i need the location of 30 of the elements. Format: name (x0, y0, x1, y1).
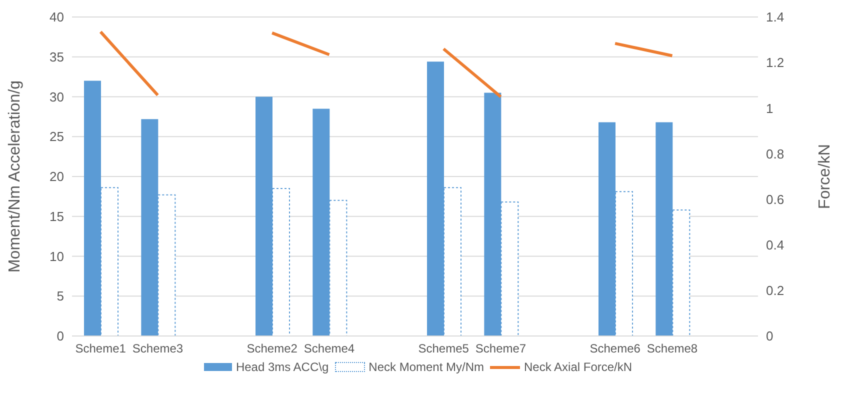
y-tick-label: 25 (50, 129, 64, 144)
x-tick-label: Scheme4 (304, 342, 355, 356)
y2-tick-label: 0.4 (766, 237, 784, 252)
y2-axis-title: Force/kN (816, 144, 834, 209)
y-tick-label: 30 (50, 89, 64, 104)
legend-label: Head 3ms ACC\g (236, 360, 329, 374)
y-tick-label: 20 (50, 169, 64, 184)
y-tick-label: 40 (50, 10, 64, 25)
x-tick-label: Scheme7 (475, 342, 526, 356)
y2-tick-label: 0.8 (766, 146, 784, 162)
y-tick-label: 15 (50, 208, 64, 224)
x-tick-label: Scheme5 (418, 342, 470, 356)
legend-label: Neck Axial Force/kN (524, 360, 632, 374)
y2-tick-label: 1.4 (766, 10, 784, 25)
x-tick-label: Scheme1 (75, 342, 126, 356)
legend-label: Neck Moment My/Nm (368, 360, 484, 374)
y2-tick-label: 1 (766, 100, 774, 116)
y2-tick-label: 0.6 (766, 192, 784, 207)
y2-tick-label: 0 (766, 328, 774, 344)
x-tick-label: Scheme3 (132, 342, 184, 356)
y2-tick-label: 1.2 (766, 55, 784, 70)
x-tick-label: Scheme8 (646, 342, 698, 356)
y-tick-label: 10 (50, 248, 64, 264)
y-tick-label: 0 (56, 328, 64, 344)
x-tick-label: Scheme2 (246, 342, 298, 356)
y-tick-label: 35 (50, 49, 64, 64)
y2-tick-label: 0.2 (766, 283, 784, 298)
y-axis-title: Moment/Nm Acceleration/g (6, 80, 24, 273)
x-tick-label: Scheme6 (590, 342, 641, 356)
y-tick-label: 5 (56, 288, 64, 304)
